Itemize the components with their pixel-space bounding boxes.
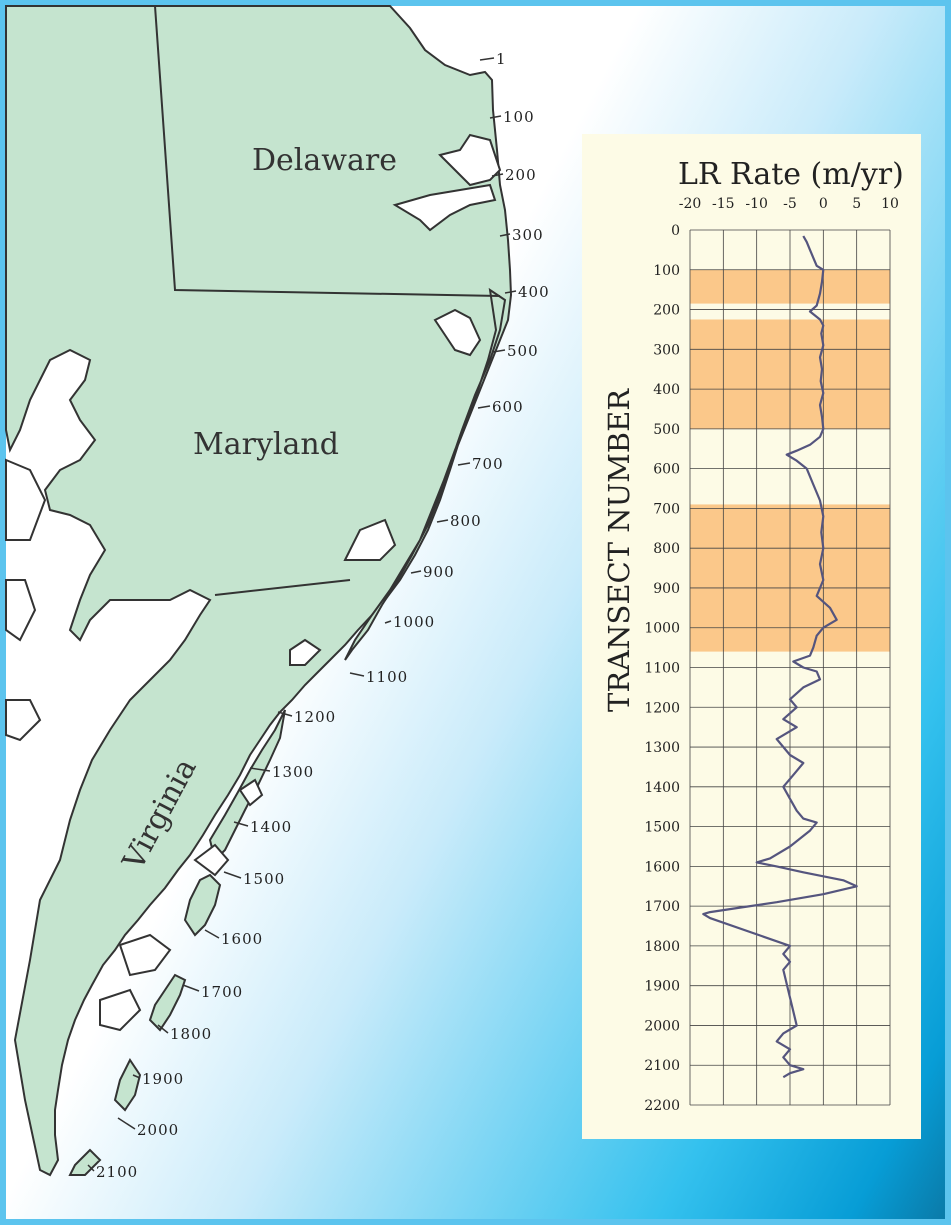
coast-tick-mark	[410, 570, 422, 574]
coast-tick-label: 400	[518, 283, 550, 301]
coast-tick-label: 1800	[170, 1025, 212, 1043]
barrier-islands	[344, 287, 507, 661]
coast-tick-label: 500	[507, 342, 539, 360]
coast-tick-label: 1300	[272, 763, 314, 781]
coast-tick-label: 600	[492, 398, 524, 416]
coast-tick-mark	[204, 929, 220, 939]
coast-tick-mark	[117, 1117, 136, 1130]
lr-rate-chart: -20 -15 -10 -5 0 5 10 0 100 200 300 400 500 600 700 80…	[602, 157, 904, 1114]
coast-tick-mark	[491, 173, 504, 177]
y-tick-label: 700	[653, 501, 680, 517]
coast-tick-label: 1900	[142, 1070, 184, 1088]
coast-tick-mark	[477, 405, 491, 409]
y-tick-label: 400	[653, 382, 680, 398]
coast-tick-mark	[233, 821, 249, 827]
y-tick-label: 1800	[644, 939, 680, 955]
y-tick-label: 1100	[644, 661, 680, 677]
coast-tick-mark	[249, 767, 271, 772]
coast-tick-mark	[492, 349, 506, 353]
coast-tick-mark	[479, 57, 495, 61]
y-tick-label: 2000	[644, 1018, 680, 1034]
x-tick-label: -10	[745, 196, 768, 212]
coast-tick-label: 1500	[243, 870, 285, 888]
coast-tick-mark	[223, 871, 242, 879]
coast-tick-label: 900	[423, 563, 455, 581]
coast-tick-label: 800	[450, 512, 482, 530]
y-tick-label: 800	[653, 541, 680, 557]
coast-tick-mark	[132, 1074, 141, 1079]
y-tick-label: 600	[653, 462, 680, 478]
lr-rate-chart-panel: -20 -15 -10 -5 0 5 10 0 100 200 300 400 500 600 700 80…	[582, 134, 921, 1139]
y-tick-label: 2200	[644, 1098, 680, 1114]
x-tick-label: 0	[819, 196, 828, 212]
chart-series	[702, 235, 858, 1079]
y-axis-ticks: 0 100 200 300 400 500 600 700 800 900 1000 1100 1200…	[644, 223, 680, 1114]
y-tick-label: 300	[653, 342, 680, 358]
coast-tick-label: 1200	[294, 708, 336, 726]
delaware-maryland-border	[154, 5, 501, 297]
chesapeake-water	[5, 458, 47, 742]
y-tick-label: 500	[653, 422, 680, 438]
coast-tick-mark	[457, 462, 471, 466]
coast-tick-label: 100	[503, 108, 535, 126]
y-axis-label: TRANSECT NUMBER	[602, 388, 636, 712]
delaware-label: Delaware	[252, 143, 397, 178]
coast-tick-mark	[182, 984, 200, 992]
y-tick-label: 2100	[644, 1058, 680, 1074]
coast-tick-label: 1400	[250, 818, 292, 836]
x-tick-label: 5	[852, 196, 861, 212]
transect-ticks: 1100200300400500600700800900100011001200…	[87, 50, 550, 1181]
coast-tick-mark	[277, 711, 293, 717]
x-axis-ticks: -20 -15 -10 -5 0 5 10	[679, 196, 899, 212]
x-tick-label: 10	[881, 196, 899, 212]
y-tick-label: 1200	[644, 700, 680, 716]
coast-tick-mark	[504, 290, 517, 294]
coast-tick-label: 1100	[366, 668, 408, 686]
coast-tick-label: 700	[472, 455, 504, 473]
coast-tick-label: 1000	[393, 613, 435, 631]
maryland-label: Maryland	[193, 427, 339, 462]
coast-tick-label: 1700	[201, 983, 243, 1001]
inland-waters	[99, 133, 502, 1032]
maryland-virginia-border	[214, 579, 351, 596]
coast-tick-label: 2000	[137, 1121, 179, 1139]
x-tick-label: -5	[783, 196, 797, 212]
coast-tick-label: 1600	[221, 930, 263, 948]
y-tick-label: 1500	[644, 820, 680, 836]
y-tick-label: 900	[653, 581, 680, 597]
coast-tick-label: 300	[512, 226, 544, 244]
y-tick-label: 200	[653, 303, 680, 319]
coast-tick-mark	[499, 233, 511, 237]
coast-tick-label: 200	[505, 166, 537, 184]
x-tick-label: -15	[712, 196, 735, 212]
y-tick-label: 1600	[644, 859, 680, 875]
y-tick-label: 1700	[644, 899, 680, 915]
y-tick-label: 1300	[644, 740, 680, 756]
coast-tick-mark	[349, 672, 365, 677]
coast-tick-mark	[436, 519, 449, 523]
y-tick-label: 0	[671, 223, 680, 239]
coast-tick-mark	[157, 1024, 169, 1034]
coast-tick-label: 1	[496, 50, 507, 68]
chart-title: LR Rate (m/yr)	[678, 157, 904, 192]
coast-tick-mark	[384, 620, 392, 624]
y-tick-label: 1900	[644, 979, 680, 995]
coast-tick-label: 2100	[96, 1163, 138, 1181]
lr-rate-series-line	[702, 235, 858, 1079]
y-tick-label: 1400	[644, 780, 680, 796]
coast-tick-mark	[87, 1164, 95, 1172]
coast-tick-mark	[489, 115, 502, 119]
y-tick-label: 100	[653, 263, 680, 279]
y-tick-label: 1000	[644, 621, 680, 637]
x-tick-label: -20	[679, 196, 702, 212]
